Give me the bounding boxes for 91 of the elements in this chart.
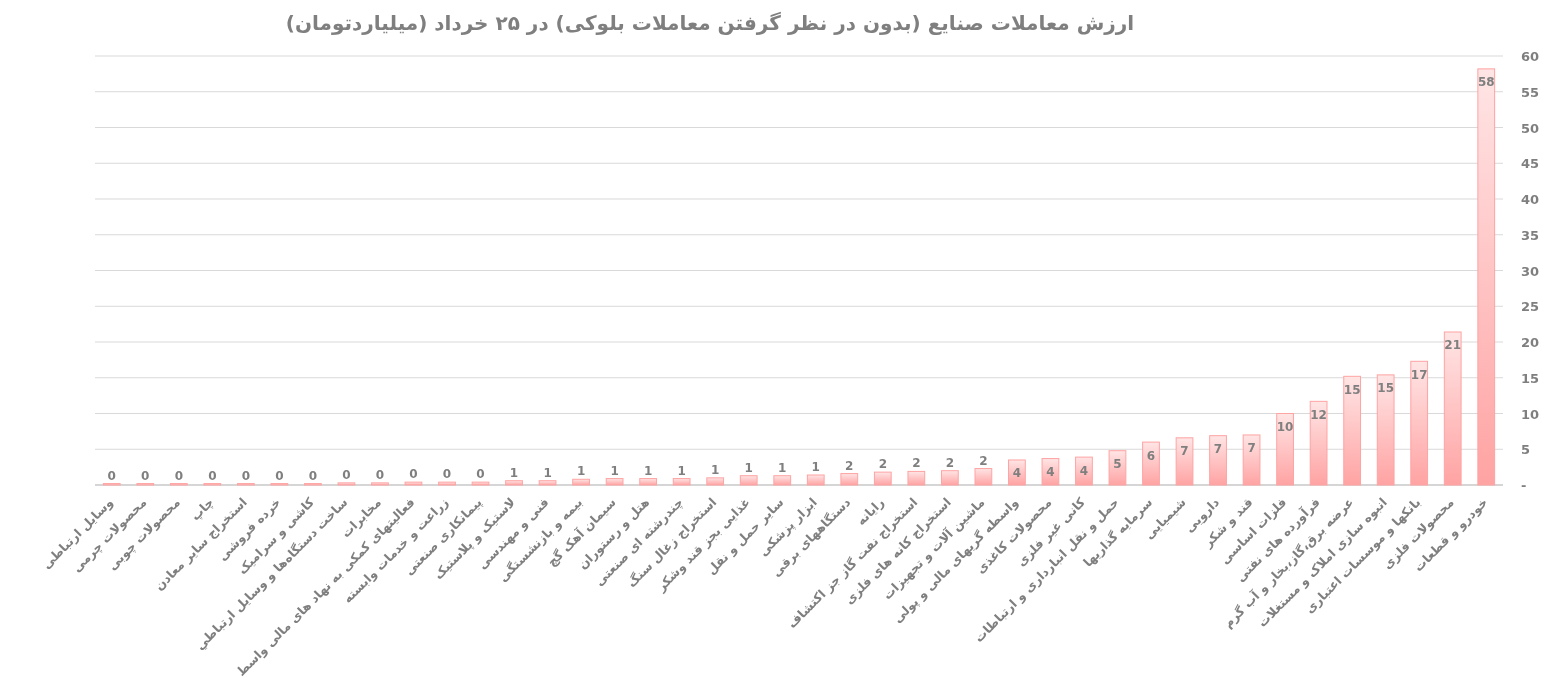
- bar: [639, 478, 658, 486]
- data-label: 7: [1213, 442, 1223, 457]
- bar: [404, 481, 423, 486]
- y-tick-label: 35: [1521, 227, 1540, 243]
- data-label: 0: [107, 468, 116, 483]
- bar: [806, 474, 825, 486]
- bar: [505, 480, 523, 486]
- bar: [1209, 435, 1227, 486]
- bar: [873, 471, 892, 486]
- data-label: 0: [342, 467, 351, 482]
- data-label: 17: [1410, 367, 1428, 382]
- y-tick-label: 55: [1521, 84, 1540, 100]
- data-label: 15: [1377, 381, 1395, 396]
- data-label: 7: [1180, 444, 1189, 459]
- data-label: 1: [744, 460, 753, 475]
- data-label: 4: [1046, 465, 1055, 480]
- chart-title: ارزش معاملات صنایع (بدون در نظر گرفتن معاملات بلوکی) در ۲۵ خرداد (میلیاردتومان): [285, 11, 1135, 35]
- data-label: 0: [275, 468, 284, 483]
- bar: [1276, 413, 1294, 486]
- bar: [1108, 450, 1127, 486]
- bar: [1443, 331, 1462, 486]
- data-label: 58: [1477, 75, 1495, 90]
- data-label: 5: [1113, 457, 1122, 472]
- data-label: 1: [711, 462, 720, 477]
- data-label: 7: [1247, 441, 1256, 456]
- bar: [907, 470, 926, 486]
- y-tick-label: 45: [1521, 156, 1540, 172]
- y-tick-label: 30: [1521, 263, 1540, 279]
- bar: [940, 470, 959, 486]
- data-label: 2: [912, 456, 921, 471]
- data-label: 4: [1079, 463, 1089, 478]
- data-label: 1: [677, 463, 686, 478]
- bar: [605, 478, 624, 486]
- bar: [1410, 360, 1429, 486]
- data-label: 0: [141, 468, 150, 483]
- data-label: 2: [979, 453, 988, 468]
- data-label: 0: [241, 468, 251, 483]
- bar: [1309, 400, 1328, 486]
- data-label: 2: [945, 455, 955, 470]
- data-label: 15: [1343, 382, 1361, 397]
- bar: [672, 478, 691, 486]
- bar: [1008, 459, 1026, 486]
- y-tick-label: 20: [1521, 335, 1540, 350]
- y-tick-label: -: [1521, 478, 1527, 493]
- data-label: 1: [778, 460, 787, 475]
- data-label: 1: [543, 465, 552, 480]
- y-tick-label: 50: [1521, 120, 1540, 136]
- data-label: 0: [308, 468, 318, 483]
- bar: [1142, 441, 1160, 486]
- bar: [974, 468, 993, 486]
- bar: [773, 475, 792, 486]
- data-label: 1: [643, 463, 653, 478]
- data-label: 1: [610, 463, 619, 478]
- y-tick-label: 40: [1521, 192, 1540, 207]
- data-label: 0: [208, 468, 217, 483]
- data-label: 12: [1310, 407, 1327, 422]
- y-tick-label: 10: [1521, 406, 1540, 422]
- bar: [538, 480, 557, 486]
- bar: [1175, 437, 1194, 486]
- data-label: 0: [375, 467, 385, 482]
- y-tick-label: 60: [1521, 49, 1540, 64]
- bar: [337, 482, 356, 486]
- data-label: 4: [1012, 466, 1022, 481]
- data-label: 10: [1276, 420, 1294, 434]
- bar: [1075, 456, 1093, 486]
- y-tick-label: 25: [1521, 299, 1540, 315]
- data-label: 2: [845, 458, 854, 473]
- y-tick-label: 15: [1521, 370, 1540, 386]
- data-label: 0: [442, 467, 452, 482]
- bar: [840, 473, 859, 486]
- bar: [438, 481, 456, 486]
- data-label: 2: [878, 457, 887, 472]
- data-label: 0: [476, 467, 485, 482]
- y-tick-label: 5: [1521, 442, 1531, 458]
- bar: [1242, 434, 1261, 486]
- data-label: 21: [1444, 338, 1462, 353]
- bar: [371, 482, 389, 486]
- data-label: 6: [1146, 448, 1156, 463]
- bar: [471, 481, 490, 486]
- bar: [572, 478, 590, 486]
- bar: [706, 477, 725, 486]
- bar: [739, 475, 758, 486]
- bar: [1477, 68, 1496, 486]
- data-label: 1: [509, 465, 519, 480]
- data-label: 0: [409, 467, 418, 482]
- data-label: 0: [174, 468, 183, 483]
- data-label: 1: [576, 464, 586, 479]
- bar: [1343, 375, 1362, 486]
- bar: [1041, 458, 1060, 486]
- bar: [1376, 374, 1395, 486]
- data-label: 1: [811, 459, 820, 474]
